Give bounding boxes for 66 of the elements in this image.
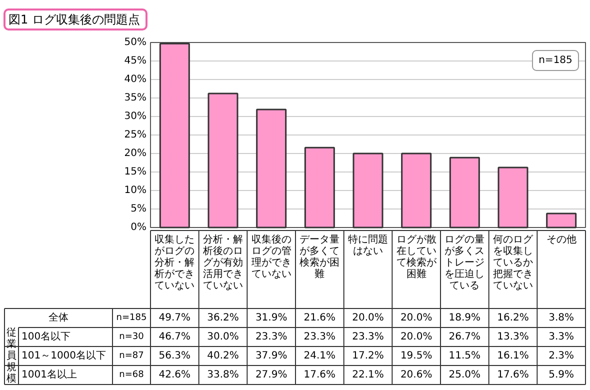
data-label: 31.9% [255, 312, 288, 324]
text: 23.3% [352, 332, 384, 342]
data-label: 18.9% [448, 312, 481, 324]
text: 42.6% [158, 370, 191, 380]
x-tick-label: 分析・解析後のログが有効活用できていない [202, 234, 243, 292]
y-tick-label: 50% [124, 37, 147, 48]
text: 46.7% [158, 332, 191, 342]
text: 33.8% [207, 370, 239, 380]
text: n=30 [119, 332, 144, 342]
text: 20.0% [400, 332, 432, 342]
text: 2.3% [548, 350, 574, 362]
text: 30.0% [207, 332, 239, 342]
y-tick-label: 40% [124, 74, 147, 85]
text: 1001名以上 [22, 368, 77, 380]
y-tick-label: 10% [124, 185, 147, 196]
text: 全体 [48, 312, 68, 324]
x-tick-label: 特に問題はない [348, 234, 388, 258]
data-label: 36.2% [207, 312, 239, 324]
y-tick-label: 30% [124, 111, 147, 122]
data-label: 49.7% [158, 312, 191, 324]
text: 5.9% [548, 370, 574, 380]
text: 101～1000名以下 [22, 350, 106, 362]
text: 19.5% [400, 350, 432, 362]
text: 23.3% [255, 332, 288, 342]
text: n=68 [119, 370, 144, 380]
text: 27.9% [255, 370, 288, 380]
text: 16.1% [497, 350, 529, 362]
text: n=185 [116, 313, 147, 323]
text: 24.1% [304, 350, 336, 362]
text: 20.6% [400, 370, 432, 380]
x-tick-label: 収集後のログの管理ができていない [251, 234, 292, 280]
text: 56.3% [158, 350, 191, 362]
text: 11.5% [448, 350, 481, 362]
text: 13.3% [497, 332, 529, 342]
y-tick-label: 35% [124, 92, 147, 104]
x-tick-label: その他 [546, 234, 576, 246]
data-label: 20.0% [400, 312, 432, 324]
text: 40.2% [207, 350, 239, 362]
data-label: 21.6% [304, 312, 336, 324]
x-tick-label: 何のログを収集しているか把握できていない [493, 234, 534, 292]
y-tick-label: 45% [124, 56, 147, 66]
text: 26.7% [448, 332, 481, 342]
chart-title: 図1 ログ収集後の問題点 [8, 12, 140, 26]
text: 17.6% [304, 370, 336, 380]
data-label: 16.2% [497, 312, 529, 324]
data-label: 3.8% [548, 312, 574, 324]
x-tick-label: ログが散在していて検索が困難 [396, 234, 438, 280]
y-tick-label: 0% [130, 222, 147, 233]
text: 22.1% [352, 370, 384, 380]
x-tick-label: ログの量が多くストレージを圧迫している [444, 234, 485, 292]
annotation: n=185 [538, 55, 572, 66]
y-tick-label: 5% [130, 204, 147, 214]
text: 17.2% [352, 350, 384, 362]
text: 23.3% [304, 332, 336, 342]
x-tick-label: 収集したがログの分析・解析ができていない [154, 234, 195, 292]
text: 37.9% [255, 350, 288, 362]
y-tick-label: 20% [124, 148, 147, 159]
text: 3.3% [548, 332, 574, 342]
data-label: 20.0% [352, 312, 384, 324]
text: 25.0% [448, 370, 481, 380]
y-tick-label: 15% [124, 166, 147, 178]
text: 100名以下 [22, 330, 71, 342]
y-tick-label: 25% [124, 130, 147, 140]
text: n=87 [119, 351, 144, 361]
text: 17.6% [497, 370, 529, 380]
x-tick-label: データ量が多くて検索が困難 [300, 234, 340, 280]
